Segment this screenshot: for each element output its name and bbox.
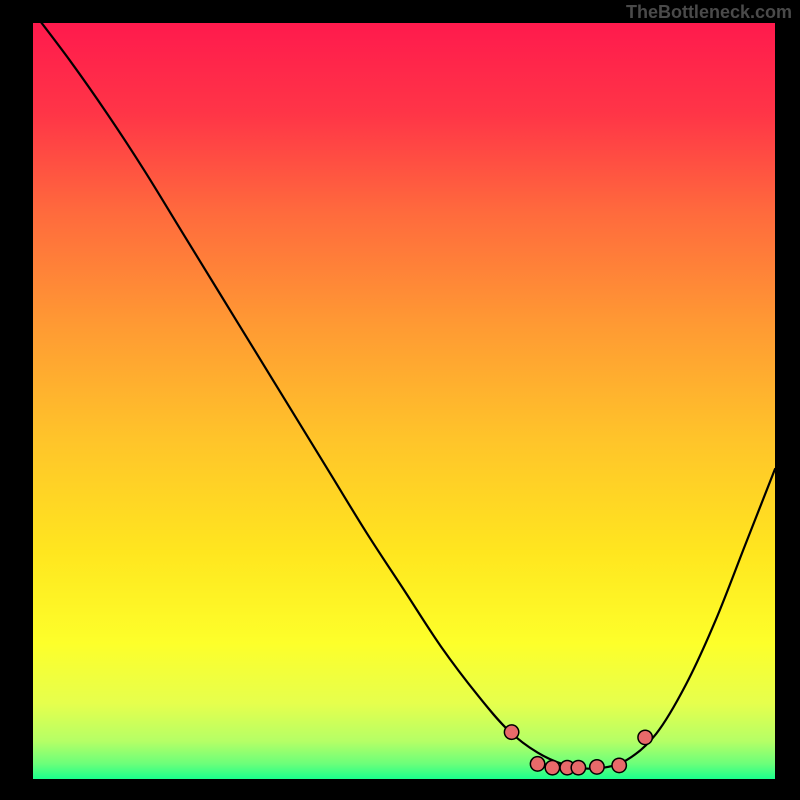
marker-point xyxy=(530,757,544,771)
plot-area xyxy=(33,23,775,779)
curve-layer xyxy=(33,23,775,779)
marker-point xyxy=(504,725,518,739)
marker-point xyxy=(638,730,652,744)
marker-point xyxy=(545,760,559,774)
watermark-text: TheBottleneck.com xyxy=(626,2,792,23)
chart-container: TheBottleneck.com xyxy=(0,0,800,800)
curve-path xyxy=(33,23,775,769)
marker-point xyxy=(571,760,585,774)
marker-point xyxy=(590,760,604,774)
marker-point xyxy=(612,758,626,772)
